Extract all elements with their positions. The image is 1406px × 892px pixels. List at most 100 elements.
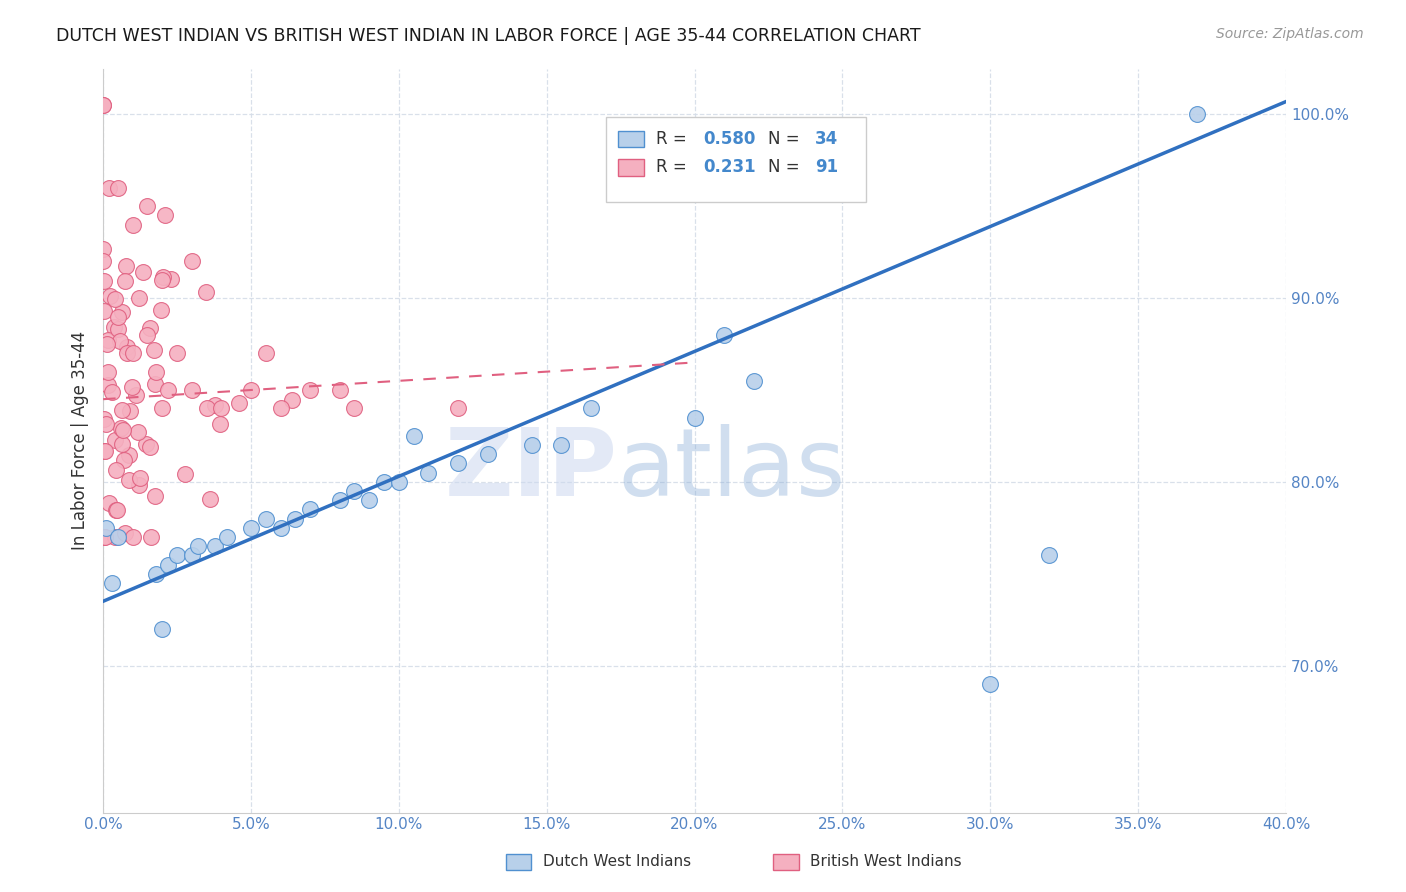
- Point: [194, 285, 217, 300]
- Point: [240, 383, 263, 397]
- Point: [128, 478, 150, 492]
- Point: [112, 453, 135, 467]
- Point: [217, 530, 239, 544]
- Point: [1187, 107, 1209, 121]
- Point: [388, 475, 411, 489]
- Text: British West Indians: British West Indians: [810, 855, 962, 869]
- Point: [742, 374, 765, 388]
- Point: [136, 327, 159, 342]
- Point: [105, 502, 128, 516]
- Point: [94, 521, 117, 535]
- Text: atlas: atlas: [617, 425, 846, 516]
- Text: R =: R =: [655, 130, 692, 148]
- Point: [114, 525, 136, 540]
- Point: [128, 471, 150, 485]
- Point: [979, 677, 1001, 691]
- Point: [118, 448, 141, 462]
- Point: [160, 272, 183, 286]
- Point: [145, 365, 167, 379]
- Point: [550, 438, 572, 452]
- Point: [228, 395, 250, 409]
- Point: [108, 334, 131, 348]
- Point: [107, 310, 129, 324]
- Point: [104, 530, 127, 544]
- Point: [418, 466, 440, 480]
- Point: [114, 275, 136, 289]
- Point: [107, 530, 129, 544]
- Point: [149, 303, 172, 318]
- Point: [94, 530, 117, 544]
- Point: [96, 417, 118, 431]
- Point: [103, 320, 125, 334]
- Point: [122, 530, 145, 544]
- Point: [110, 421, 132, 435]
- Point: [270, 521, 292, 535]
- Point: [104, 292, 127, 306]
- Point: [329, 493, 352, 508]
- Point: [127, 425, 149, 439]
- Point: [713, 327, 735, 342]
- Point: [180, 549, 202, 563]
- Text: R =: R =: [655, 159, 692, 177]
- Bar: [606, 117, 866, 202]
- Text: N =: N =: [768, 130, 804, 148]
- Point: [153, 208, 176, 222]
- Point: [93, 444, 115, 458]
- Point: [91, 98, 114, 112]
- Point: [111, 304, 134, 318]
- Point: [157, 383, 180, 397]
- Text: DUTCH WEST INDIAN VS BRITISH WEST INDIAN IN LABOR FORCE | AGE 35-44 CORRELATION : DUTCH WEST INDIAN VS BRITISH WEST INDIAN…: [56, 27, 921, 45]
- Point: [447, 401, 470, 416]
- Point: [187, 539, 209, 553]
- Point: [204, 397, 226, 411]
- Point: [121, 380, 143, 394]
- Point: [166, 549, 188, 563]
- Point: [91, 98, 114, 112]
- Point: [93, 411, 115, 425]
- Point: [270, 401, 292, 416]
- Point: [121, 218, 143, 232]
- Point: [254, 346, 277, 360]
- Point: [402, 429, 425, 443]
- Point: [343, 401, 366, 416]
- Point: [93, 274, 115, 288]
- Point: [240, 521, 263, 535]
- Point: [135, 437, 157, 451]
- Point: [91, 254, 114, 268]
- Point: [152, 270, 174, 285]
- Text: N =: N =: [768, 159, 804, 177]
- Point: [150, 401, 173, 416]
- Point: [447, 457, 470, 471]
- Point: [111, 423, 134, 437]
- Point: [93, 530, 115, 544]
- Point: [91, 242, 114, 256]
- Point: [579, 401, 602, 416]
- Point: [125, 388, 148, 402]
- Point: [150, 273, 173, 287]
- Point: [118, 473, 141, 487]
- Point: [115, 341, 138, 355]
- Point: [157, 558, 180, 572]
- Point: [284, 511, 307, 525]
- Point: [254, 511, 277, 525]
- Point: [299, 383, 322, 397]
- Y-axis label: In Labor Force | Age 35-44: In Labor Force | Age 35-44: [72, 331, 89, 550]
- Text: 0.580: 0.580: [703, 130, 755, 148]
- Point: [93, 303, 115, 318]
- Text: ZIP: ZIP: [444, 425, 617, 516]
- Point: [139, 530, 162, 544]
- Point: [105, 502, 128, 516]
- Point: [208, 417, 231, 432]
- Text: 34: 34: [815, 130, 838, 148]
- Point: [101, 575, 124, 590]
- Point: [299, 502, 322, 516]
- Point: [107, 322, 129, 336]
- Point: [94, 443, 117, 458]
- Point: [329, 383, 352, 397]
- Point: [198, 492, 221, 507]
- Point: [121, 346, 143, 360]
- Point: [520, 438, 543, 452]
- Point: [143, 377, 166, 392]
- Point: [139, 441, 162, 455]
- Point: [683, 410, 706, 425]
